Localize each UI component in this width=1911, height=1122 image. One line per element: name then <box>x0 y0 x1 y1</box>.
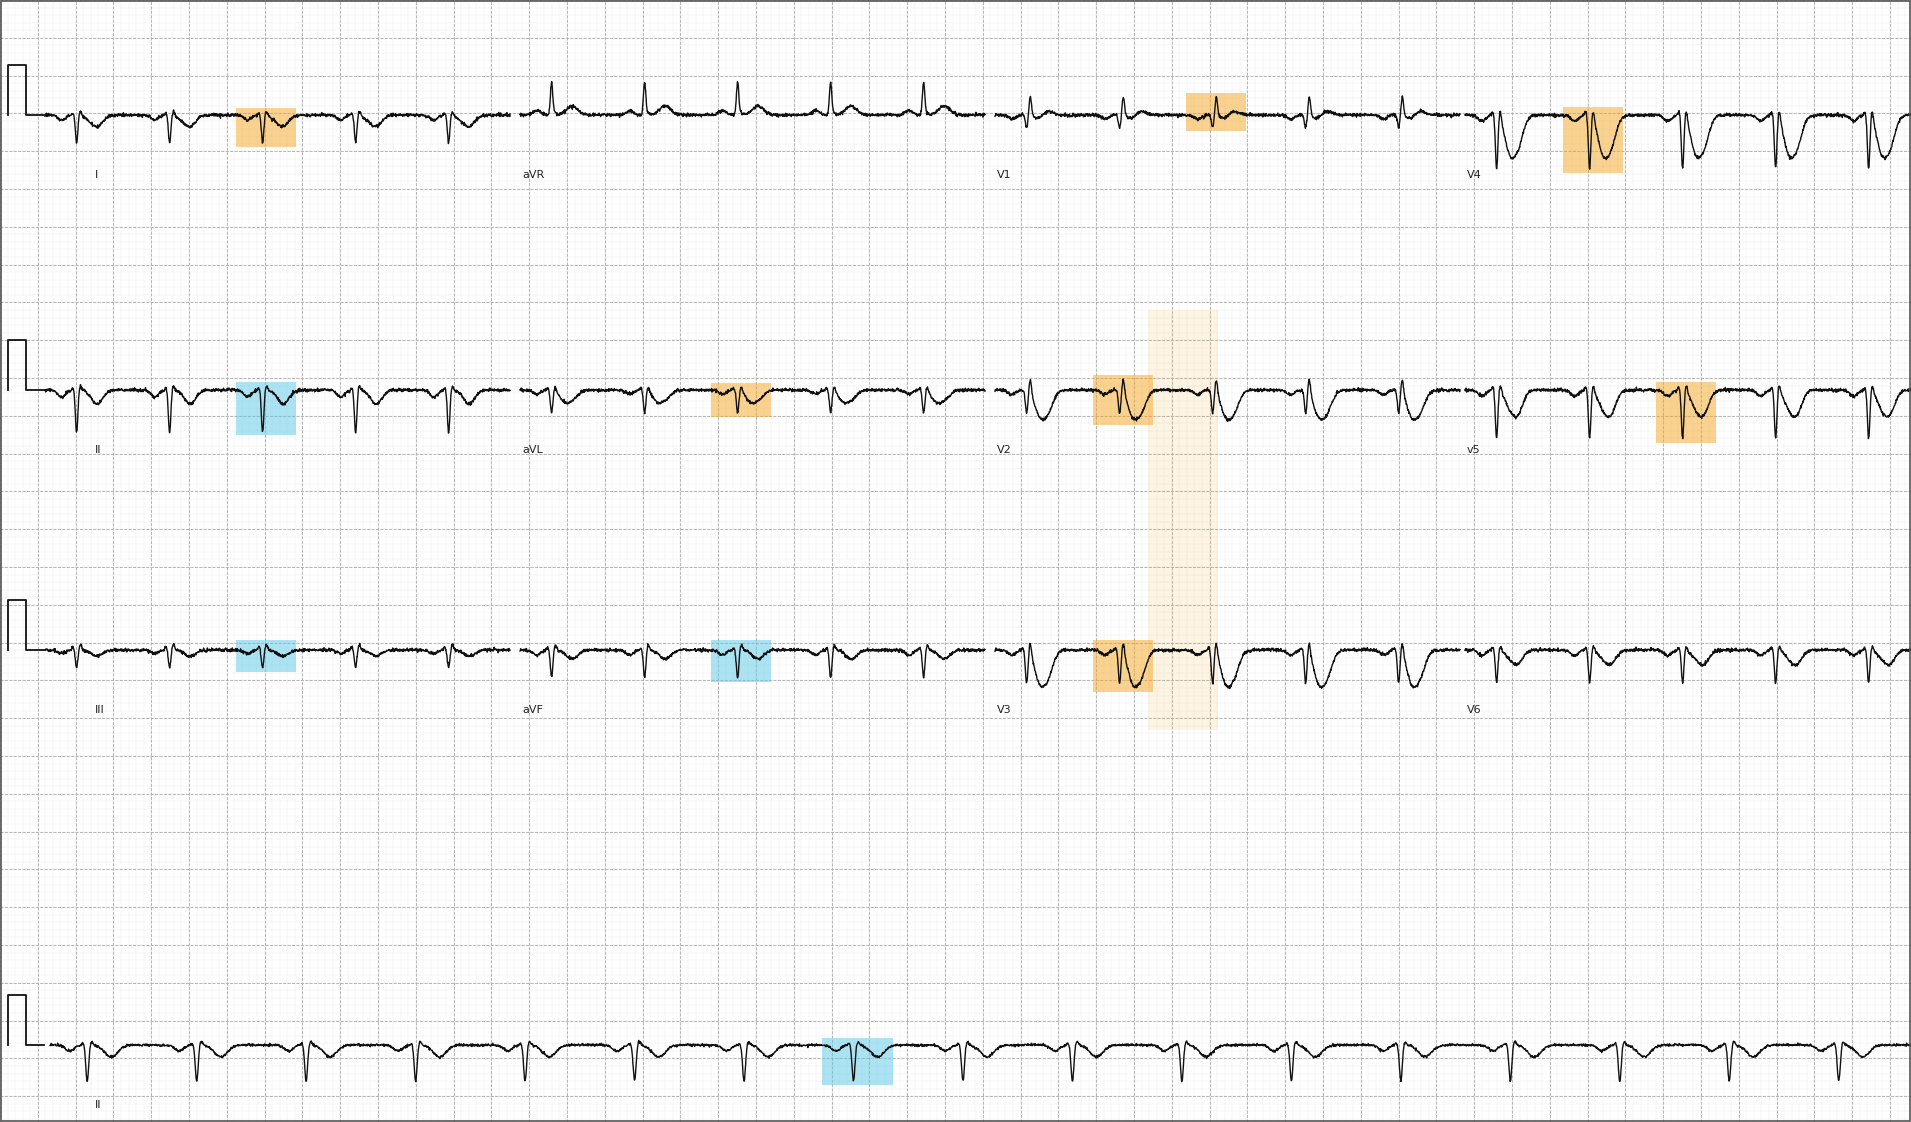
Text: V3: V3 <box>998 705 1011 715</box>
Text: v5: v5 <box>1468 445 1481 456</box>
Text: V4: V4 <box>1468 171 1481 180</box>
Bar <box>1185 93 1246 130</box>
Bar <box>711 640 772 682</box>
Bar <box>235 641 296 672</box>
Text: V1: V1 <box>998 171 1011 180</box>
Bar <box>235 108 296 147</box>
Bar <box>1563 108 1622 173</box>
Bar <box>1093 641 1152 692</box>
Bar <box>1149 310 1217 730</box>
Text: aVR: aVR <box>522 171 545 180</box>
Bar <box>235 381 296 435</box>
Text: aVL: aVL <box>522 445 543 456</box>
Bar <box>822 1038 892 1085</box>
Bar <box>1655 381 1716 442</box>
Text: V6: V6 <box>1468 705 1481 715</box>
Text: II: II <box>96 1100 101 1110</box>
Text: I: I <box>96 171 97 180</box>
Bar <box>1093 375 1152 425</box>
Bar <box>711 384 772 417</box>
Text: V2: V2 <box>998 445 1011 456</box>
Text: III: III <box>96 705 105 715</box>
Text: II: II <box>96 445 101 456</box>
Text: aVF: aVF <box>522 705 543 715</box>
